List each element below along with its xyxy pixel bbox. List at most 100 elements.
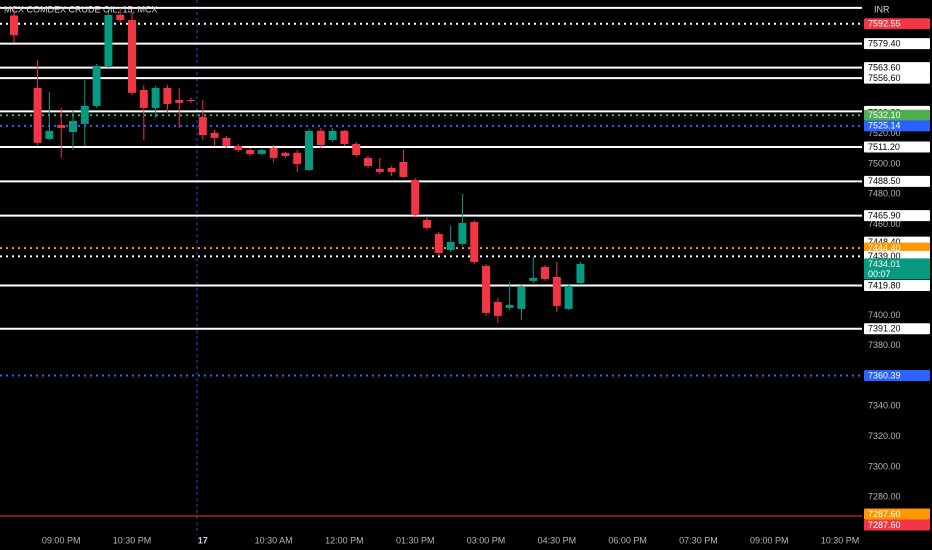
price-tag-label: 7563.60	[868, 62, 901, 72]
candle-body	[293, 152, 302, 164]
y-tick-label: 7400.00	[868, 310, 901, 320]
price-tag-label: 7419.80	[868, 280, 901, 290]
candle-body	[9, 15, 18, 36]
candle-body	[234, 145, 243, 150]
price-tag	[864, 279, 930, 291]
candle-body	[281, 152, 290, 156]
price-axis: 7520.00 7500.00 7480.00 7460.00 7400.00 7380.…	[864, 18, 930, 531]
candle-body	[364, 157, 373, 166]
price-tag-label: 7532.10	[868, 110, 901, 120]
candle-body	[305, 130, 314, 170]
price-tag-label: 7592.55	[868, 19, 901, 29]
candle-body	[517, 286, 526, 309]
candle-body	[411, 180, 420, 215]
x-tick-label: 07:30 PM	[679, 535, 718, 545]
candle-body	[328, 130, 337, 140]
candle-body	[116, 15, 125, 20]
price-tag	[864, 141, 930, 153]
candle-body	[257, 150, 266, 154]
candle-body	[458, 222, 467, 244]
price-tag	[864, 210, 930, 222]
y-tick-label: 7340.00	[868, 401, 901, 411]
candle-body	[446, 241, 455, 250]
x-tick-label: 03:00 PM	[467, 535, 506, 545]
candle-body	[187, 100, 196, 101]
candle-body	[505, 305, 514, 308]
candle-body	[552, 276, 561, 306]
price-tag-label: 7287.60	[868, 509, 901, 519]
x-tick-label: 06:00 PM	[608, 535, 647, 545]
candle-body	[529, 277, 538, 281]
candle-body	[576, 263, 585, 284]
candle-body	[104, 15, 113, 66]
price-tag-label: 7287.60	[868, 520, 901, 530]
candle-body	[80, 105, 89, 124]
price-tag-label: 7488.50	[868, 176, 901, 186]
candle-body	[470, 221, 479, 262]
candle-body	[246, 150, 255, 154]
candle-body	[57, 125, 66, 128]
price-tag	[864, 323, 930, 335]
price-tag	[864, 62, 930, 74]
x-tick-label: 17	[198, 535, 208, 545]
currency-label: INR	[874, 4, 890, 14]
x-tick-label: 10:30 AM	[255, 535, 293, 545]
candle-body	[423, 220, 432, 228]
candle-body	[92, 65, 101, 106]
price-tag-label: 7360.39	[868, 370, 901, 380]
x-tick-label: 01:30 PM	[396, 535, 435, 545]
candle-body	[564, 285, 573, 309]
price-tag	[864, 519, 930, 531]
chart-title: MCX COMDEX CRUDE OIL, 15, MCX	[4, 4, 158, 14]
candle-body	[198, 116, 207, 135]
candle-body	[151, 87, 160, 108]
candle-body	[375, 168, 384, 172]
candle-body	[163, 87, 172, 104]
price-tag-label: 7465.90	[868, 210, 901, 220]
candle-body	[316, 130, 325, 145]
x-tick-label: 04:30 PM	[538, 535, 577, 545]
price-tag	[864, 72, 930, 84]
candle-body	[387, 167, 396, 172]
y-tick-label: 7380.00	[868, 340, 901, 350]
candles	[9, 7, 585, 323]
candle-body	[45, 130, 54, 139]
price-tag	[864, 369, 930, 381]
y-tick-label: 7280.00	[868, 492, 901, 502]
y-tick-label: 7520.00	[868, 128, 901, 138]
candle-body	[340, 130, 349, 144]
price-tag-label: 7556.60	[868, 73, 901, 83]
countdown-label: 00:07	[868, 269, 891, 279]
candle-body	[269, 147, 278, 158]
price-tag-label: 7579.40	[868, 39, 901, 49]
candle-body	[493, 301, 502, 316]
price-tag-label: 7391.20	[868, 324, 901, 334]
candle-body	[128, 20, 137, 93]
candle-body	[399, 161, 408, 177]
price-tag-label: 7511.20	[868, 142, 900, 152]
price-tag	[864, 18, 930, 30]
y-tick-label: 7460.00	[868, 219, 901, 229]
y-tick-label: 7320.00	[868, 431, 901, 441]
candle-body	[210, 132, 219, 138]
candle-body	[222, 137, 231, 146]
x-tick-label: 09:00 PM	[750, 535, 789, 545]
price-tag	[864, 109, 930, 121]
candle-body	[482, 265, 491, 313]
candle-body	[139, 90, 148, 108]
price-tag-label: 7525.14	[868, 121, 901, 131]
price-tag-label: 7439.00	[868, 251, 901, 261]
price-tag	[864, 38, 930, 50]
candle-body	[175, 100, 184, 103]
candle-body	[352, 143, 361, 155]
y-tick-label: 7300.00	[868, 461, 901, 471]
y-tick-label: 7500.00	[868, 158, 901, 168]
candle-body	[434, 233, 443, 253]
y-tick-label: 7480.00	[868, 189, 901, 199]
price-tag	[864, 258, 930, 280]
candle-body	[33, 87, 42, 143]
price-tag-label: 7448.40	[868, 237, 901, 247]
price-tag	[864, 175, 930, 187]
